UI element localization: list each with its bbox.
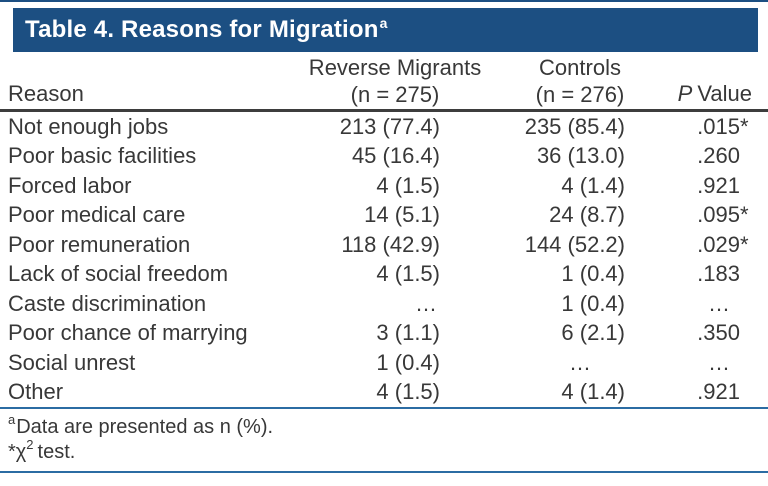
pvalue-cell: .260 — [697, 143, 740, 169]
bottom-rule — [0, 471, 768, 473]
footnote-chi-square: *χ2 test. — [8, 437, 76, 463]
controls-cell: 144 (52.2) — [524, 231, 625, 257]
controls-cell: 36 (13.0) — [536, 143, 625, 169]
table-row: Forced labor 4 (1.5) 4 (1.4) .921 — [0, 171, 768, 201]
reverse-cell: 14 (5.1) — [364, 202, 440, 228]
controls-cell: 6 (2.1) — [561, 320, 625, 346]
reverse-cell: 213 (77.4) — [339, 113, 440, 139]
top-rule — [0, 0, 768, 2]
table-row: Social unrest 1 (0.4) … … — [0, 348, 768, 378]
reverse-migrants-n: (n = 275) — [350, 82, 440, 107]
footnote-data-presentation: aData are presented as n (%). — [8, 412, 274, 438]
column-header-controls: Controls (n = 276) — [536, 54, 625, 108]
pvalue-cell: .921 — [697, 172, 740, 198]
table-row: Caste discrimination … 1 (0.4) … — [0, 289, 768, 319]
reverse-migrants-label: Reverse Migrants — [308, 55, 482, 80]
controls-cell: 235 (85.4) — [524, 113, 625, 139]
footnote-a-superscript: a — [8, 412, 16, 428]
pvalue-cell: .350 — [697, 320, 740, 346]
pvalue-cell: .029* — [697, 231, 749, 257]
reverse-cell: 4 (1.5) — [376, 261, 440, 287]
table-row: Poor chance of marrying 3 (1.1) 6 (2.1) … — [0, 319, 768, 349]
reason-cell: Poor remuneration — [8, 231, 191, 257]
pvalue-p: P — [677, 81, 693, 106]
reason-cell: Forced labor — [8, 172, 132, 198]
pvalue-cell: .015* — [697, 113, 749, 139]
column-header-reverse-migrants: Reverse Migrants (n = 275) — [309, 54, 481, 108]
table-row: Lack of social freedom 4 (1.5) 1 (0.4) .… — [0, 260, 768, 290]
table-row: Poor remuneration 118 (42.9) 144 (52.2) … — [0, 230, 768, 260]
controls-cell: 4 (1.4) — [561, 379, 625, 405]
table-figure: Table 4. Reasons for Migration a Reason R… — [0, 0, 768, 473]
reasons-table: Not enough jobs 213 (77.4) 235 (85.4) .0… — [0, 112, 768, 407]
reverse-cell: 1 (0.4) — [376, 349, 440, 375]
reverse-cell: 4 (1.5) — [376, 379, 440, 405]
table-row: Poor basic facilities 45 (16.4) 36 (13.0… — [0, 142, 768, 172]
reverse-cell: 3 (1.1) — [376, 320, 440, 346]
column-header-row: Reason Reverse Migrants (n = 275) Contro… — [0, 52, 768, 112]
reason-cell: Poor basic facilities — [8, 143, 197, 169]
reverse-cell: 45 (16.4) — [351, 143, 440, 169]
table-row: Poor medical care 14 (5.1) 24 (8.7) .095… — [0, 201, 768, 231]
controls-label: Controls — [539, 55, 621, 80]
pvalue-value: Value — [697, 81, 752, 106]
pvalue-cell: .183 — [697, 261, 740, 287]
column-header-reason: Reason — [8, 81, 84, 106]
reverse-cell: 118 (42.9) — [341, 231, 440, 257]
reason-cell: Poor chance of marrying — [8, 320, 248, 346]
footnotes: aData are presented as n (%). *χ2 test. — [0, 409, 768, 471]
pvalue-cell: .095* — [697, 202, 749, 228]
reason-cell: Social unrest — [8, 349, 136, 375]
footnote-top-rule — [0, 407, 768, 409]
reverse-cell: 4 (1.5) — [376, 172, 440, 198]
table-row: Other 4 (1.5) 4 (1.4) .921 — [0, 378, 768, 408]
reverse-cell: … — [415, 290, 437, 316]
pvalue-cell: .921 — [697, 379, 740, 405]
reason-cell: Poor medical care — [8, 202, 186, 228]
pvalue-cell: … — [708, 349, 730, 375]
reason-cell: Caste discrimination — [8, 290, 207, 316]
table-title: Table 4. Reasons for Migration — [25, 16, 379, 43]
controls-cell: … — [569, 349, 591, 375]
table-row: Not enough jobs 213 (77.4) 235 (85.4) .0… — [0, 112, 768, 142]
chi-squared-superscript: 2 — [26, 437, 34, 453]
reason-cell: Other — [8, 379, 64, 405]
controls-n: (n = 276) — [535, 82, 625, 107]
reason-cell: Not enough jobs — [8, 113, 169, 139]
controls-cell: 1 (0.4) — [561, 261, 625, 287]
controls-cell: 24 (8.7) — [549, 202, 625, 228]
table-title-bar: Table 4. Reasons for Migration a — [13, 8, 758, 52]
reason-cell: Lack of social freedom — [8, 261, 229, 287]
column-header-pvalue: P Value — [678, 81, 752, 107]
controls-cell: 1 (0.4) — [561, 290, 625, 316]
controls-cell: 4 (1.4) — [561, 172, 625, 198]
pvalue-cell: … — [708, 290, 730, 316]
